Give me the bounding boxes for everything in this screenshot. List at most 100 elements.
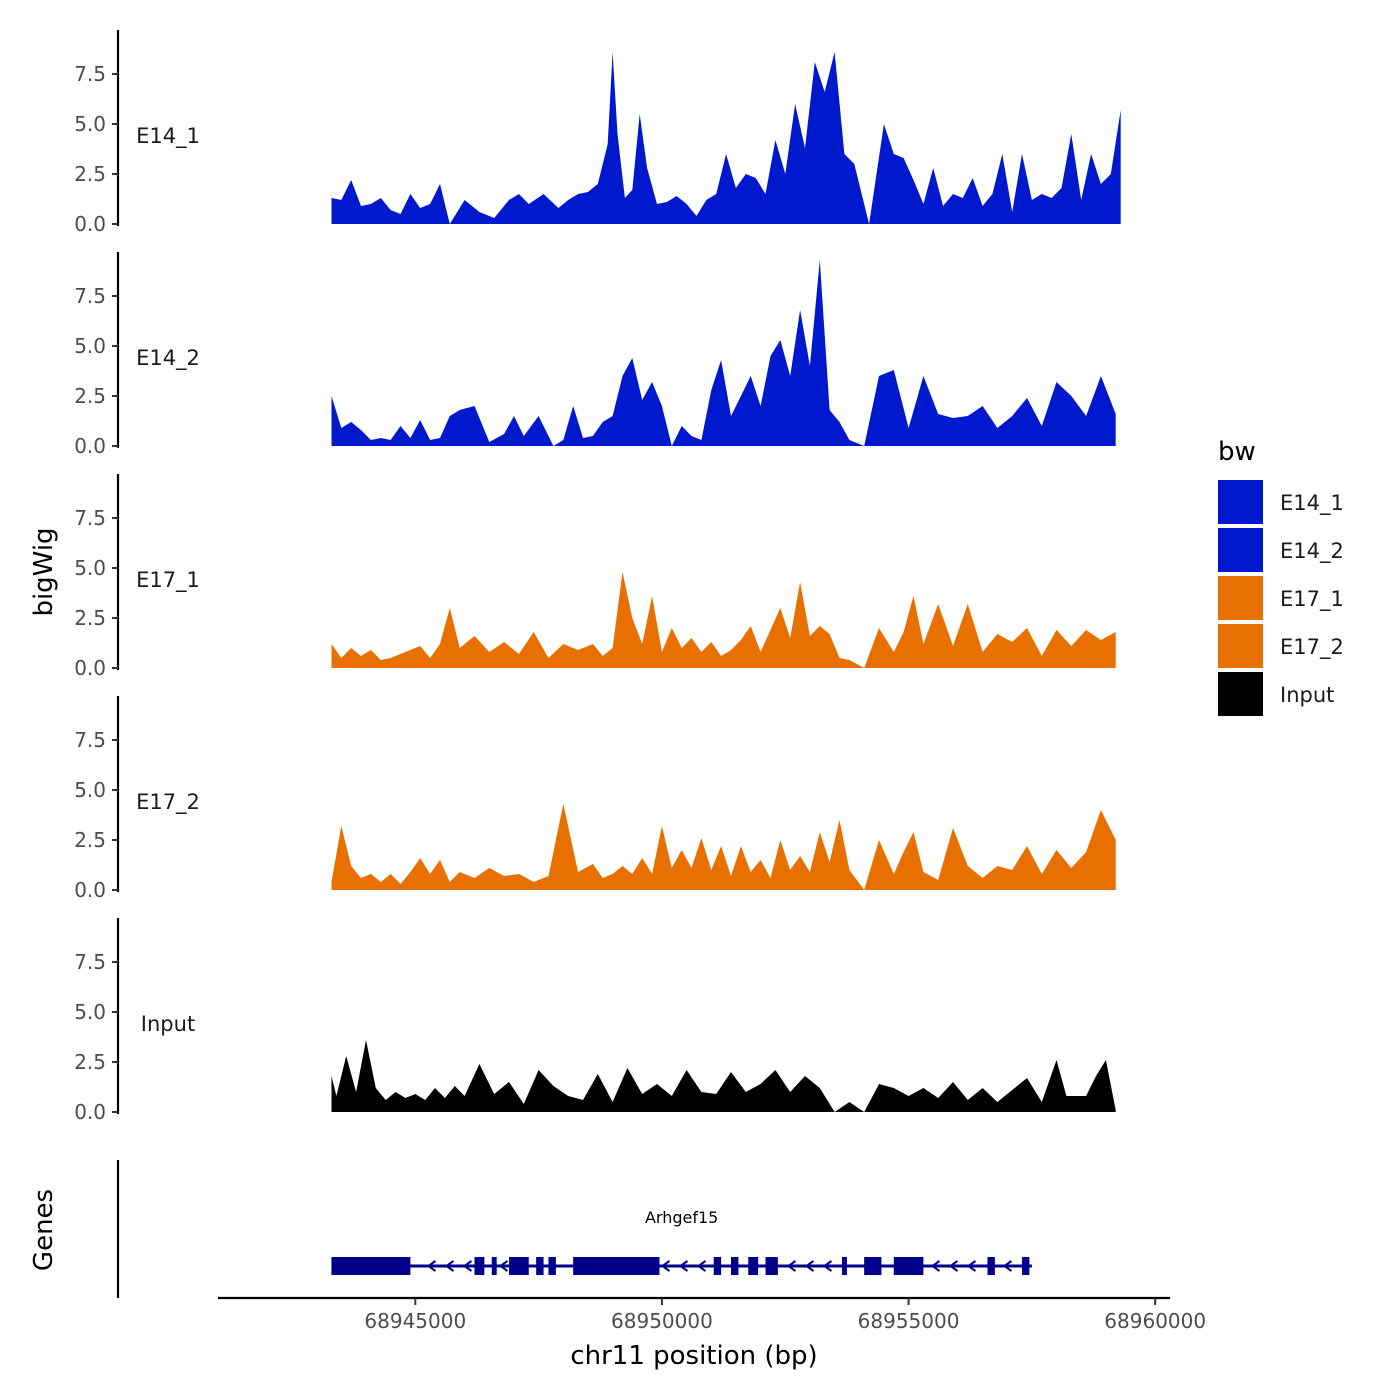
panel-e14-2: 0.0 2.5 5.0 7.5 E14_2 — [74, 252, 1116, 458]
y-tick-label: 5.0 — [74, 334, 106, 358]
y-tick-label: 7.5 — [74, 62, 106, 86]
legend-label: E14_2 — [1280, 539, 1344, 564]
y-tick-label: 7.5 — [74, 950, 106, 974]
gene-exon — [713, 1257, 722, 1275]
signal-area-e14-1 — [869, 110, 1121, 224]
gene-name-label: Arhgef15 — [645, 1208, 718, 1227]
gene-exon — [765, 1257, 778, 1275]
strand-chevron-icon — [498, 1260, 509, 1272]
gene-track: Arhgef15 — [116, 1160, 1032, 1298]
y-tick-label: 2.5 — [74, 384, 106, 408]
gene-track-title: Genes — [29, 1189, 59, 1271]
y-tick-label: 2.5 — [74, 828, 106, 852]
strand-chevron-icon — [966, 1260, 977, 1272]
x-axis-title: chr11 position (bp) — [570, 1341, 817, 1371]
legend-swatch — [1218, 480, 1263, 524]
gene-exon — [841, 1257, 847, 1275]
strand-chevron-icon — [444, 1260, 455, 1272]
legend-entry-e17-2: E17_2 — [1218, 624, 1344, 668]
legend-entry-e14-2: E14_2 — [1218, 528, 1344, 572]
legend-entry-input: Input — [1218, 672, 1334, 716]
signal-area-e17-1 — [864, 596, 1116, 668]
track-label-e14-2: E14_2 — [136, 346, 200, 371]
gene-exon — [730, 1257, 739, 1275]
legend-entry-e14-1: E14_1 — [1218, 480, 1344, 524]
y-tick-label: 0.0 — [74, 878, 106, 902]
signal-area-e14-2 — [553, 358, 672, 446]
signal-area-input — [834, 1102, 865, 1112]
gene-exon — [893, 1257, 924, 1275]
signal-area-e14-1 — [331, 180, 450, 224]
y-tick-label: 5.0 — [74, 778, 106, 802]
y-tick-label: 0.0 — [74, 1100, 106, 1124]
legend-swatch — [1218, 624, 1263, 668]
gene-arhgef15: Arhgef15 — [331, 1208, 1032, 1275]
strand-chevron-icon — [822, 1260, 833, 1272]
signal-area-e14-1 — [449, 52, 870, 224]
legend-swatch — [1218, 576, 1263, 620]
legend-label: E17_2 — [1280, 635, 1344, 660]
y-tick-label: 7.5 — [74, 284, 106, 308]
signal-area-e17-2 — [864, 810, 1116, 890]
signal-area-input — [331, 1040, 835, 1112]
signal-area-e14-2 — [864, 370, 1116, 446]
legend: bw E14_1 E14_2 E17_1 E17_2 Input — [1218, 437, 1344, 716]
gene-exon — [548, 1257, 556, 1275]
y-tick-label: 5.0 — [74, 112, 106, 136]
y-tick-label: 2.5 — [74, 162, 106, 186]
legend-swatch — [1218, 672, 1263, 716]
y-tick-label: 0.0 — [74, 212, 106, 236]
y-tick-label: 5.0 — [74, 556, 106, 580]
y-tick-label: 5.0 — [74, 1000, 106, 1024]
y-tick-label: 7.5 — [74, 506, 106, 530]
x-tick-label: 68960000 — [1104, 1309, 1206, 1333]
track-label-e17-2: E17_2 — [136, 790, 200, 815]
gene-exon — [536, 1257, 544, 1275]
x-tick-label: 68955000 — [858, 1309, 960, 1333]
strand-chevron-icon — [426, 1260, 437, 1272]
signal-area-e17-1 — [331, 572, 865, 668]
y-tick-label: 0.0 — [74, 656, 106, 680]
gene-exon — [491, 1257, 497, 1275]
gene-exon — [331, 1257, 411, 1275]
legend-label: E14_1 — [1280, 491, 1344, 516]
y-tick-label: 0.0 — [74, 434, 106, 458]
strand-chevron-icon — [948, 1260, 959, 1272]
gene-exon — [987, 1257, 995, 1275]
legend-label: Input — [1280, 683, 1334, 707]
strand-chevron-icon — [462, 1260, 473, 1272]
signal-area-input — [864, 1060, 1116, 1112]
x-axis: 68945000 68950000 68955000 68960000 — [218, 1296, 1206, 1333]
signal-area-e17-2 — [331, 804, 865, 890]
gene-exon — [1022, 1257, 1030, 1275]
bigwig-panels: 0.0 2.5 5.0 7.5 E14_1 0.0 2.5 5.0 7.5 E14_2 0.0 2.5… — [74, 30, 1121, 1124]
gene-exon — [509, 1257, 529, 1275]
y-axis-title: bigWig — [29, 527, 59, 616]
strand-chevron-icon — [660, 1260, 671, 1272]
strand-chevron-icon — [1002, 1260, 1013, 1272]
gene-exon — [573, 1257, 660, 1275]
strand-chevron-icon — [804, 1260, 815, 1272]
legend-entry-e17-1: E17_1 — [1218, 576, 1344, 620]
y-tick-label: 2.5 — [74, 1050, 106, 1074]
track-label-e17-1: E17_1 — [136, 568, 200, 593]
gene-exon — [864, 1257, 882, 1275]
gene-exon — [748, 1257, 759, 1275]
signal-area-e14-2 — [331, 396, 554, 446]
gene-exon — [474, 1257, 485, 1275]
y-tick-label: 7.5 — [74, 728, 106, 752]
panel-e14-1: 0.0 2.5 5.0 7.5 E14_1 — [74, 30, 1121, 236]
x-tick-label: 68945000 — [364, 1309, 466, 1333]
track-label-input: Input — [141, 1012, 195, 1036]
y-tick-label: 2.5 — [74, 606, 106, 630]
strand-chevron-icon — [930, 1260, 941, 1272]
panel-input: 0.0 2.5 5.0 7.5 Input — [74, 918, 1116, 1124]
strand-chevron-icon — [696, 1260, 707, 1272]
legend-label: E17_1 — [1280, 587, 1344, 612]
panel-e17-1: 0.0 2.5 5.0 7.5 E17_1 — [74, 474, 1116, 680]
signal-area-e14-2 — [671, 260, 865, 446]
legend-swatch — [1218, 528, 1263, 572]
strand-chevron-icon — [678, 1260, 689, 1272]
panel-e17-2: 0.0 2.5 5.0 7.5 E17_2 — [74, 696, 1116, 902]
